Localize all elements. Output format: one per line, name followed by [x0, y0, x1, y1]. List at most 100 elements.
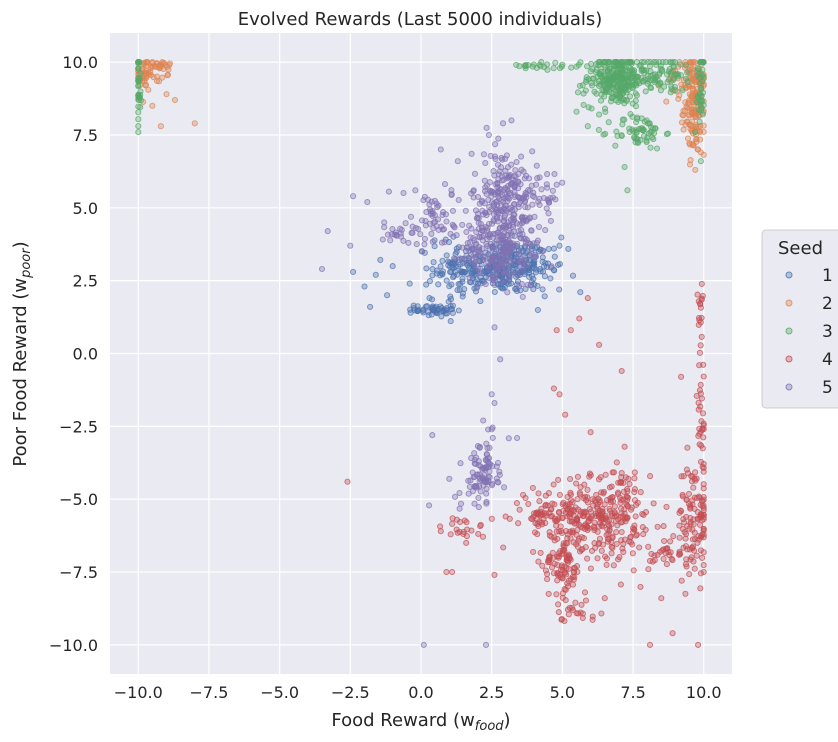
data-point	[559, 549, 566, 556]
data-point	[632, 513, 639, 520]
data-point	[475, 494, 482, 501]
data-point	[544, 171, 551, 178]
data-point	[689, 140, 696, 147]
data-point	[457, 460, 464, 467]
data-point	[597, 474, 604, 481]
data-point	[443, 277, 450, 284]
data-point	[600, 59, 607, 66]
y-tick-label: −2.5	[59, 417, 98, 436]
data-point	[529, 484, 536, 491]
data-point	[572, 504, 579, 511]
legend-label: 5	[822, 378, 833, 398]
data-point	[483, 451, 490, 458]
data-point	[695, 641, 702, 648]
data-point	[494, 267, 501, 274]
data-point	[691, 565, 698, 572]
data-point	[556, 242, 563, 249]
data-point	[487, 152, 494, 159]
data-point	[166, 61, 173, 69]
data-point	[676, 550, 683, 557]
data-point	[482, 641, 490, 648]
data-point	[699, 292, 706, 299]
data-point	[451, 493, 459, 500]
data-point	[627, 59, 634, 66]
data-point	[638, 67, 645, 74]
data-point	[145, 86, 152, 93]
data-point	[687, 556, 694, 563]
data-point	[697, 381, 704, 388]
data-point	[573, 480, 580, 487]
data-point	[615, 98, 622, 106]
data-point	[529, 516, 536, 523]
data-point	[631, 475, 638, 482]
scatter-points	[135, 59, 707, 648]
data-point	[696, 425, 703, 432]
data-point	[451, 255, 458, 262]
data-point	[550, 65, 557, 72]
data-point	[475, 530, 482, 537]
data-point	[543, 205, 550, 212]
data-point	[613, 91, 620, 98]
data-point	[516, 221, 523, 228]
data-point	[511, 193, 518, 201]
data-point	[149, 63, 156, 70]
data-point	[449, 568, 456, 576]
data-point	[609, 544, 616, 551]
data-point	[596, 498, 603, 505]
data-point	[643, 139, 650, 146]
data-point	[441, 181, 449, 188]
data-point	[593, 90, 600, 97]
data-point	[556, 509, 563, 517]
data-point	[594, 555, 601, 562]
data-point	[421, 235, 428, 242]
data-point	[499, 177, 506, 184]
x-tick-labels: −10.0 −7.5 −5.0 −2.5 0.0 2.5 5.0 7.5 10.0	[114, 683, 722, 702]
data-point	[675, 95, 682, 102]
data-point	[526, 252, 534, 259]
data-point	[698, 97, 705, 104]
data-point	[698, 511, 705, 518]
data-point	[603, 555, 610, 562]
y-tick-label: 0.0	[73, 345, 98, 364]
data-point	[438, 223, 445, 230]
x-tick-label: −7.5	[190, 683, 229, 702]
data-point	[461, 286, 468, 293]
data-point	[591, 524, 598, 532]
data-point	[135, 123, 142, 130]
data-point	[582, 521, 589, 528]
data-point	[613, 459, 620, 466]
data-point	[660, 523, 667, 530]
data-point	[567, 327, 574, 334]
data-point	[644, 73, 651, 80]
data-point	[423, 265, 430, 272]
data-point	[651, 552, 658, 559]
data-point	[519, 213, 526, 220]
data-point	[569, 518, 576, 525]
data-point	[471, 251, 478, 258]
y-tick-label: −7.5	[59, 563, 98, 582]
data-point	[516, 506, 523, 513]
data-point	[135, 116, 142, 123]
data-point	[520, 491, 527, 498]
data-point	[422, 217, 429, 225]
data-point	[420, 641, 427, 648]
data-point	[155, 63, 163, 70]
data-point	[509, 221, 516, 228]
x-tick-label: −5.0	[260, 683, 299, 702]
data-point	[522, 61, 529, 69]
data-point	[530, 548, 537, 555]
data-point	[665, 76, 673, 83]
data-point	[641, 59, 648, 66]
data-point	[610, 469, 617, 476]
data-point	[693, 552, 700, 559]
data-point	[624, 494, 632, 501]
data-point	[451, 224, 458, 231]
data-point	[678, 508, 685, 515]
data-point	[693, 494, 701, 502]
data-point	[645, 566, 652, 573]
data-point	[622, 76, 629, 83]
data-point	[499, 120, 507, 127]
data-point	[471, 450, 478, 457]
data-point	[698, 333, 705, 340]
data-point	[699, 554, 706, 561]
